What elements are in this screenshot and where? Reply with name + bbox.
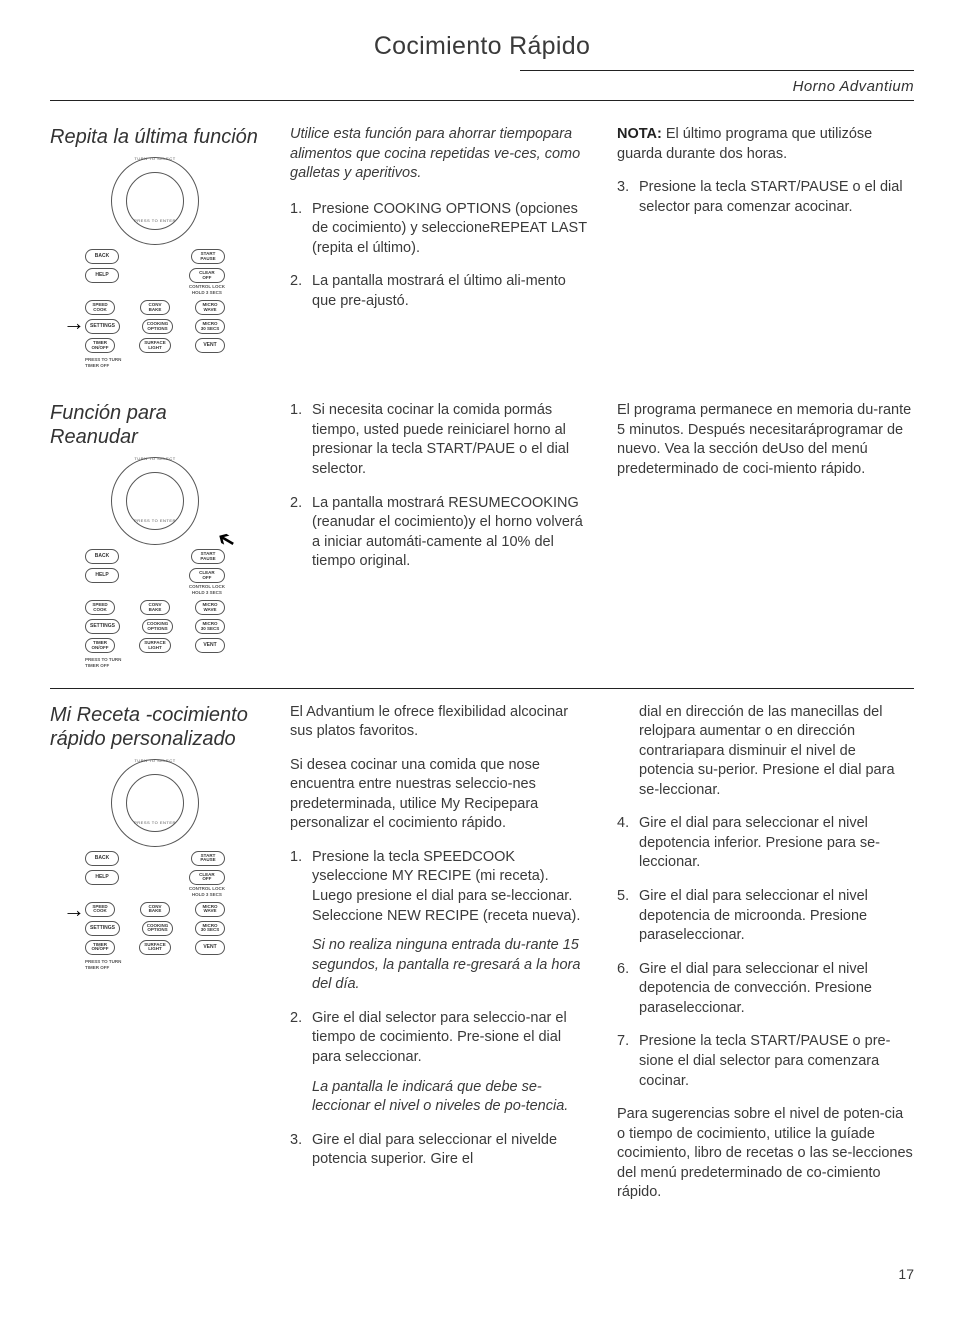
section-resume: Función para Reanudar TURN TO SELECT PRE… xyxy=(50,387,914,687)
panel-microwave: MICRO WAVE xyxy=(195,902,225,917)
panel-speed: SPEED COOK xyxy=(85,600,115,615)
panel-clear-caption: CONTROL LOCK HOLD 3 SECS xyxy=(189,886,225,898)
section-my-recipe: Mi Receta -cocimiento rápido personaliza… xyxy=(50,689,914,1235)
panel-back: BACK xyxy=(85,249,119,264)
panel-timer: TIMER ON/OFF xyxy=(85,338,115,353)
page-header: Cocimiento Rápido xyxy=(50,30,914,64)
panel-vent: VENT xyxy=(195,940,225,955)
section3-closing: Para sugerencias sobre el nivel de poten… xyxy=(617,1105,914,1203)
list-item: Presione la tecla START/PAUSE o pre-sion… xyxy=(617,1032,914,1091)
panel-timer: TIMER ON/OFF xyxy=(85,638,115,653)
dial-label-bottom: PRESS TO ENTER xyxy=(134,218,176,223)
list-item: Gire el dial para seleccionar el nivel d… xyxy=(617,887,914,946)
panel-surface: SURFACE LIGHT xyxy=(139,940,171,955)
page-title: Cocimiento Rápido xyxy=(50,30,914,64)
section3-right-continuation: dial en dirección de las manecillas del … xyxy=(617,703,914,801)
panel-back: BACK xyxy=(85,851,119,866)
page-subtitle: Horno Advantium xyxy=(793,77,914,97)
section3-intro2: Si desea cocinar una comida que nose enc… xyxy=(290,756,587,834)
section-title: Función para Reanudar xyxy=(50,401,260,449)
section3-intro1: El Advantium le ofrece flexibilidad alco… xyxy=(290,703,587,742)
panel-speed: SPEED COOK xyxy=(85,300,115,315)
control-panel-diagram: TURN TO SELECT PRESS TO ENTER BACK START … xyxy=(85,157,225,369)
pointer-arrow-icon: → xyxy=(63,312,85,334)
page-number: 17 xyxy=(50,1265,914,1284)
section1-intro: Utilice esta función para ahorrar tiempo… xyxy=(290,125,587,184)
panel-clear: CLEAR OFF xyxy=(189,568,225,583)
panel-bottom-caption: PRESS TO TURN TIMER OFF xyxy=(85,357,225,369)
section1-steps-right: Presione la tecla START/PAUSE o el dial … xyxy=(617,178,914,217)
panel-help: HELP xyxy=(85,870,119,885)
step-note: La pantalla le indicará que debe se-lecc… xyxy=(312,1078,587,1117)
panel-settings: SETTINGS xyxy=(85,619,120,634)
panel-surface: SURFACE LIGHT xyxy=(139,338,171,353)
panel-clear: CLEAR OFF xyxy=(189,870,225,885)
panel-vent: VENT xyxy=(195,638,225,653)
section1-steps-left: Presione COOKING OPTIONS (opciones de co… xyxy=(290,200,587,312)
panel-bottom-caption: PRESS TO TURN TIMER OFF xyxy=(85,959,225,971)
panel-back: BACK xyxy=(85,549,119,564)
section-title: Repita la última función xyxy=(50,125,260,149)
list-item: Gire el dial para seleccionar el nivel d… xyxy=(617,814,914,873)
section3-steps-left: Presione la tecla SPEEDCOOK yseleccione … xyxy=(290,848,587,1170)
section-repeat-last: Repita la última función TURN TO SELECT … xyxy=(50,111,914,387)
panel-timer: TIMER ON/OFF xyxy=(85,940,115,955)
panel-settings: SETTINGS xyxy=(85,319,120,334)
panel-cooking-options: COOKING OPTIONS xyxy=(142,619,174,634)
step-text: Presione la tecla SPEEDCOOK yseleccione … xyxy=(312,849,580,924)
pointer-arrow-icon: → xyxy=(63,899,85,921)
section1-note: NOTA: El último programa que utilizóse g… xyxy=(617,125,914,164)
section3-steps-right: Gire el dial para seleccionar el nivel d… xyxy=(617,814,914,1091)
panel-settings: SETTINGS xyxy=(85,921,120,936)
note-label: NOTA: xyxy=(617,126,662,142)
panel-help: HELP xyxy=(85,268,119,283)
dial-label-top: TURN TO SELECT xyxy=(134,456,175,461)
step-note: Si no realiza ninguna entrada du-rante 1… xyxy=(312,936,587,995)
panel-start: START PAUSE xyxy=(191,249,225,264)
step-text: Gire el dial selector para seleccio-nar … xyxy=(312,1010,567,1065)
control-panel-diagram: TURN TO SELECT PRESS TO ENTER BACK START … xyxy=(85,759,225,971)
panel-surface: SURFACE LIGHT xyxy=(139,638,171,653)
panel-conv: CONV BAKE xyxy=(140,600,170,615)
panel-microwave: MICRO WAVE xyxy=(195,600,225,615)
list-item: Gire el dial selector para seleccio-nar … xyxy=(290,1009,587,1117)
panel-clear: CLEAR OFF xyxy=(189,268,225,283)
panel-speed: SPEED COOK xyxy=(85,902,115,917)
panel-clear-caption: CONTROL LOCK HOLD 3 SECS xyxy=(189,284,225,296)
panel-start: START PAUSE xyxy=(191,851,225,866)
panel-conv: CONV BAKE xyxy=(140,902,170,917)
list-item: Gire el dial para seleccionar el nivelde… xyxy=(290,1131,587,1170)
panel-conv: CONV BAKE xyxy=(140,300,170,315)
subheader-rule: Horno Advantium xyxy=(50,70,914,101)
list-item: La pantalla mostrará RESUMECOOKING (rean… xyxy=(290,494,587,572)
list-item: Presione COOKING OPTIONS (opciones de co… xyxy=(290,200,587,259)
list-item: Presione la tecla START/PAUSE o el dial … xyxy=(617,178,914,217)
panel-micro30: MICRO 30 SECS xyxy=(195,619,225,634)
panel-micro30: MICRO 30 SECS xyxy=(195,319,225,334)
dial-label-bottom: PRESS TO ENTER xyxy=(134,820,176,825)
control-panel-diagram: TURN TO SELECT PRESS TO ENTER ➔ BACKSTAR… xyxy=(85,457,225,669)
panel-micro30: MICRO 30 SECS xyxy=(195,921,225,936)
list-item: Gire el dial para seleccionar el nivel d… xyxy=(617,960,914,1019)
panel-help: HELP xyxy=(85,568,119,583)
panel-clear-caption: CONTROL LOCK HOLD 3 SECS xyxy=(189,584,225,596)
list-item: La pantalla mostrará el último ali-mento… xyxy=(290,272,587,311)
section-title: Mi Receta -cocimiento rápido personaliza… xyxy=(50,703,260,751)
list-item: Si necesita cocinar la comida pormás tie… xyxy=(290,401,587,479)
dial-label-top: TURN TO SELECT xyxy=(134,758,175,763)
dial-label-bottom: PRESS TO ENTER xyxy=(134,518,176,523)
panel-bottom-caption: PRESS TO TURN TIMER OFF xyxy=(85,657,225,669)
list-item: Presione la tecla SPEEDCOOK yseleccione … xyxy=(290,848,587,995)
panel-microwave: MICRO WAVE xyxy=(195,300,225,315)
panel-vent: VENT xyxy=(195,338,225,353)
dial-label-top: TURN TO SELECT xyxy=(134,156,175,161)
section2-steps: Si necesita cocinar la comida pormás tie… xyxy=(290,401,587,572)
panel-cooking-options: COOKING OPTIONS xyxy=(142,921,174,936)
panel-cooking-options: COOKING OPTIONS xyxy=(142,319,174,334)
section2-right-para: El programa permanece en memoria du-rant… xyxy=(617,401,914,479)
